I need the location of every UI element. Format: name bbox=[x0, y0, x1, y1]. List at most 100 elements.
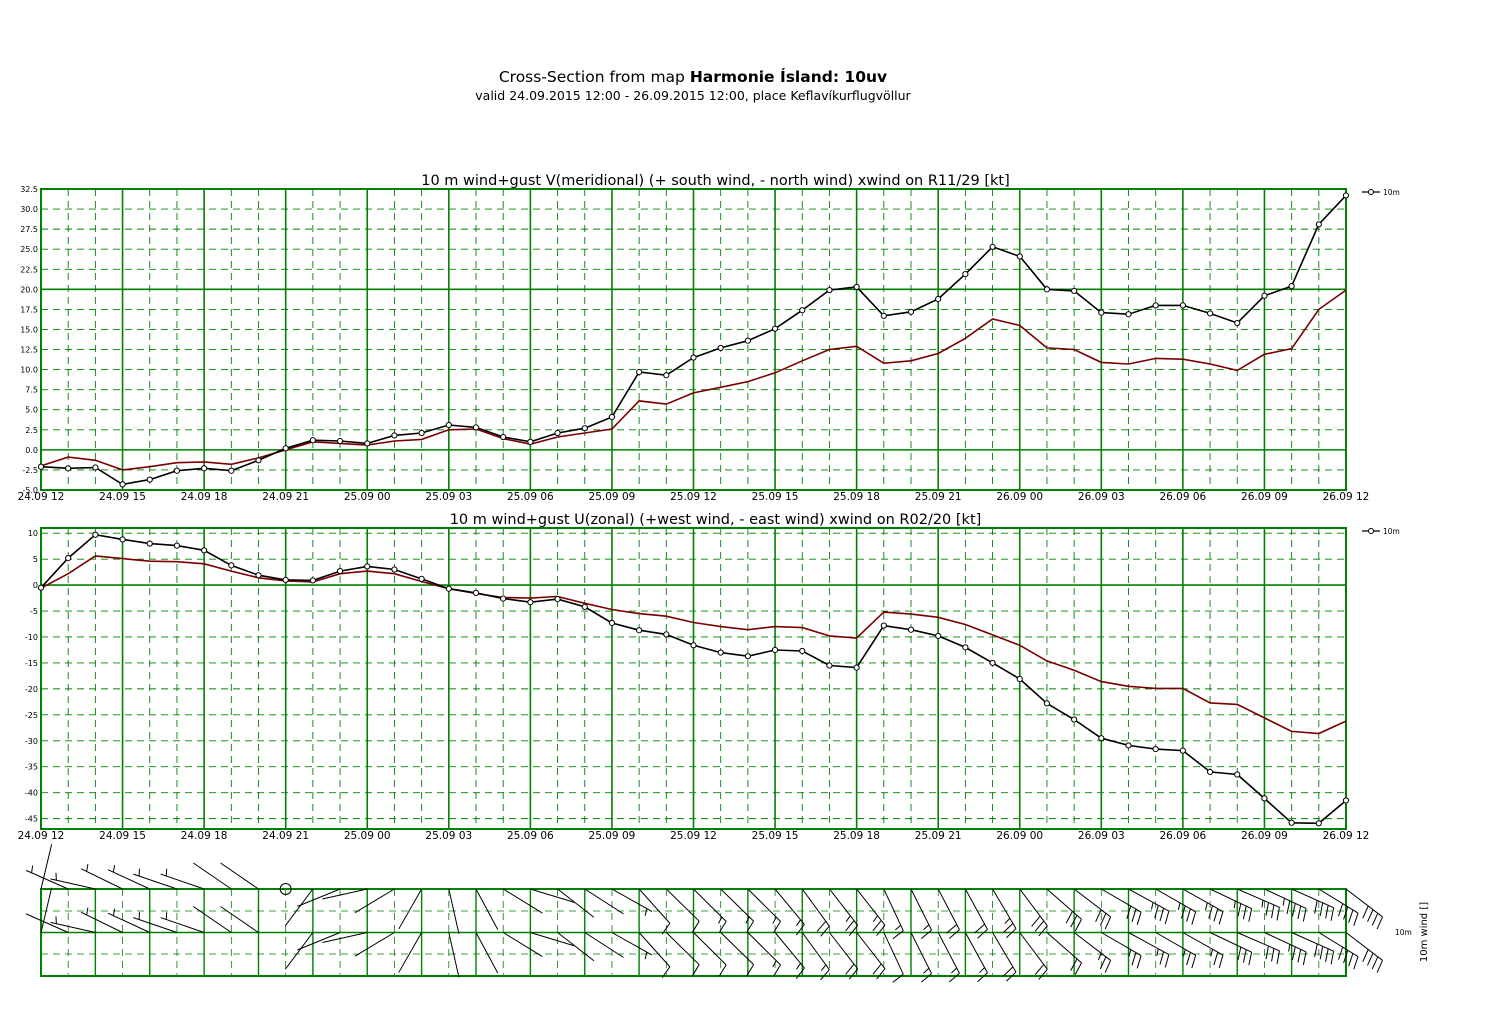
barb-half-feather bbox=[1128, 949, 1132, 957]
x-tick-label: 25.09 06 bbox=[507, 830, 554, 842]
data-point bbox=[37, 463, 45, 470]
data-point bbox=[554, 595, 561, 603]
wind-barb bbox=[1046, 888, 1082, 932]
wind-barb bbox=[502, 888, 543, 914]
data-point bbox=[1315, 221, 1322, 228]
wind-barb bbox=[1073, 888, 1112, 930]
barb-half-feather bbox=[845, 915, 851, 922]
barb-feather bbox=[1348, 953, 1354, 967]
wind-barb bbox=[81, 864, 123, 890]
barb-feather bbox=[1291, 946, 1296, 961]
wind-barb bbox=[801, 932, 830, 981]
legend-marker bbox=[1368, 189, 1374, 195]
barb-shaft bbox=[193, 862, 232, 890]
barb-shaft bbox=[611, 888, 653, 912]
barb-feather bbox=[1099, 956, 1107, 970]
barb-feather bbox=[872, 920, 882, 932]
wind-barb bbox=[220, 906, 259, 933]
y-tick-label: 20.0 bbox=[20, 285, 38, 294]
x-tick-label: 25.09 00 bbox=[344, 830, 391, 842]
data-point bbox=[826, 287, 833, 294]
wind-barb bbox=[40, 844, 53, 890]
wind-barb bbox=[502, 932, 543, 958]
wind-barb bbox=[475, 888, 499, 930]
data-point bbox=[255, 457, 262, 464]
barb-shaft bbox=[40, 844, 53, 890]
barb-shaft bbox=[1264, 932, 1307, 953]
data-point bbox=[445, 585, 452, 592]
barb-half-feather bbox=[31, 865, 34, 873]
x-tick-label: 26.09 03 bbox=[1078, 491, 1125, 503]
barb-shaft bbox=[1318, 888, 1359, 914]
data-point bbox=[201, 547, 208, 554]
chart-title: 10 m wind+gust V(meridional) (+ south wi… bbox=[421, 173, 1009, 189]
data-point bbox=[418, 429, 425, 437]
x-tick-label: 26.09 06 bbox=[1159, 830, 1206, 842]
wind-barb bbox=[1209, 932, 1253, 966]
barb-feather bbox=[746, 964, 755, 977]
x-tick-label: 25.09 06 bbox=[507, 491, 554, 503]
barb-feather bbox=[1271, 948, 1275, 962]
wind-barb bbox=[297, 888, 341, 907]
barb-shaft bbox=[530, 888, 575, 903]
barb-shaft bbox=[160, 873, 205, 890]
barb-feather bbox=[816, 920, 827, 932]
barb-shaft bbox=[638, 888, 671, 924]
data-point bbox=[907, 308, 915, 315]
data-point bbox=[608, 619, 616, 627]
data-point bbox=[581, 603, 588, 610]
wind-barb bbox=[1182, 888, 1224, 925]
wind-barb bbox=[829, 932, 859, 980]
barb-feather bbox=[1154, 905, 1159, 919]
zonal-chart-group: 10 5 0 -5 -10 -15 -20 -25 -30 -35 -40 -45 24.09 12 24… bbox=[18, 512, 1400, 842]
y-tick-label: 10.0 bbox=[20, 366, 38, 375]
wind-barb bbox=[475, 932, 499, 974]
x-tick-label: 24.09 15 bbox=[99, 830, 146, 842]
wind-barb bbox=[297, 932, 341, 951]
barb-half-feather bbox=[872, 915, 878, 922]
barb-shaft bbox=[1318, 932, 1359, 957]
wind-barb bbox=[322, 932, 368, 943]
data-point bbox=[1206, 768, 1214, 776]
data-point bbox=[907, 626, 915, 633]
barb-feather bbox=[892, 973, 904, 983]
barb-feather bbox=[1237, 946, 1242, 961]
barb-half-feather bbox=[772, 960, 777, 968]
wind-barb bbox=[354, 888, 395, 914]
barb-feather bbox=[1164, 954, 1170, 968]
wind-barb bbox=[1155, 932, 1197, 969]
data-point bbox=[119, 536, 126, 543]
wind-barb bbox=[160, 912, 205, 933]
data-point bbox=[119, 481, 126, 488]
wind-barb bbox=[1101, 888, 1142, 925]
y-tick-label: 22.5 bbox=[20, 265, 38, 274]
data-point bbox=[608, 413, 616, 421]
barb-shaft bbox=[297, 888, 341, 907]
barb-shaft bbox=[1101, 888, 1142, 913]
barb-feather bbox=[1065, 911, 1073, 924]
barb-half-feather bbox=[1233, 900, 1236, 909]
data-point bbox=[1261, 795, 1268, 802]
wind-barb bbox=[1155, 888, 1197, 925]
barb-feather bbox=[1353, 956, 1359, 970]
wind-barb bbox=[910, 888, 933, 940]
data-point bbox=[65, 465, 72, 472]
x-tick-label: 26.09 12 bbox=[1323, 830, 1370, 842]
barb-feather bbox=[1319, 946, 1324, 960]
x-tick-label: 26.09 06 bbox=[1159, 491, 1206, 503]
barb-feather bbox=[1330, 907, 1335, 921]
barb-shaft bbox=[160, 917, 205, 933]
barb-shaft bbox=[1345, 932, 1383, 961]
wind-barb bbox=[1291, 932, 1335, 965]
barb-feather bbox=[920, 929, 932, 940]
barb-shaft bbox=[937, 888, 960, 931]
barb-feather bbox=[718, 921, 727, 933]
barb-half-feather bbox=[1156, 948, 1159, 957]
barb-feather bbox=[1038, 968, 1048, 980]
barb-half-feather bbox=[1098, 952, 1102, 961]
barb-feather bbox=[1191, 955, 1197, 969]
wind-barb bbox=[1101, 932, 1142, 969]
barb-feather bbox=[795, 924, 805, 936]
wind-barb bbox=[638, 888, 671, 935]
x-tick-label: 25.09 03 bbox=[425, 491, 472, 503]
